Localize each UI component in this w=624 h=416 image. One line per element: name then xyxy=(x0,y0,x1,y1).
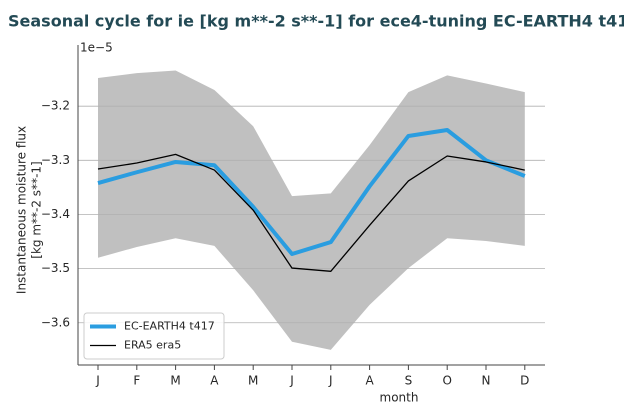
y-axis-label-line: Instantaneous moisture flux xyxy=(15,126,29,294)
y-tick-label: −3.6 xyxy=(41,315,70,329)
x-tick-label: O xyxy=(442,374,451,388)
x-tick-label: J xyxy=(328,374,333,388)
y-tick-label: −3.2 xyxy=(41,99,70,113)
x-tick-label: A xyxy=(365,374,374,388)
y-tick-label: −3.5 xyxy=(41,261,70,275)
y-axis-label-line: [kg m**-2 s**-1] xyxy=(30,161,44,258)
x-tick-label: J xyxy=(289,374,294,388)
x-axis-label: month xyxy=(380,391,419,405)
legend-label: EC-EARTH4 t417 xyxy=(124,320,215,333)
x-tick-label: F xyxy=(133,374,140,388)
x-tick-label: N xyxy=(482,374,491,388)
x-tick-label: M xyxy=(170,374,180,388)
series-line xyxy=(97,153,525,272)
y-axis-label: Instantaneous moisture flux [kg m**-2 s*… xyxy=(15,126,44,294)
x-tick-label: A xyxy=(210,374,219,388)
legend-box xyxy=(83,312,225,360)
x-tick-label: S xyxy=(405,374,413,388)
y-tick-label: −3.4 xyxy=(41,207,70,221)
spread-band xyxy=(98,70,525,350)
x-tick-label: J xyxy=(95,374,100,388)
legend-label: ERA5 era5 xyxy=(124,339,181,352)
x-tick-label: D xyxy=(520,374,529,388)
x-tick-label: M xyxy=(248,374,258,388)
offset-label: 1e−5 xyxy=(80,41,113,55)
chart-title: Seasonal cycle for ie [kg m**-2 s**-1] f… xyxy=(8,12,624,31)
y-tick-label: −3.3 xyxy=(41,153,70,167)
series-line xyxy=(97,128,526,257)
